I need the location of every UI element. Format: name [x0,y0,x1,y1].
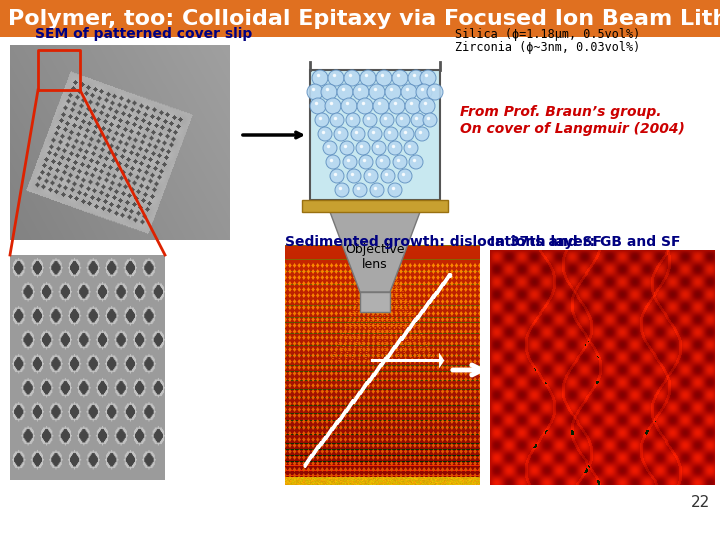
Circle shape [335,183,349,197]
Circle shape [340,141,354,155]
Circle shape [369,84,385,100]
Circle shape [420,70,436,86]
Circle shape [385,84,401,100]
Circle shape [356,141,370,155]
Circle shape [351,127,365,141]
Circle shape [364,169,378,183]
Circle shape [310,98,326,114]
Circle shape [343,155,357,169]
Circle shape [315,113,329,127]
Circle shape [423,113,437,127]
Circle shape [353,84,369,100]
Circle shape [330,113,344,127]
Circle shape [388,183,402,197]
Text: In 37th layer: GB and SF: In 37th layer: GB and SF [490,235,680,249]
Circle shape [388,141,402,155]
Circle shape [370,183,384,197]
Circle shape [409,155,423,169]
Circle shape [392,70,408,86]
Bar [0,0,720,37]
Circle shape [326,155,340,169]
Circle shape [389,98,405,114]
Circle shape [359,155,373,169]
Circle shape [328,70,344,86]
Circle shape [384,127,398,141]
Circle shape [323,141,337,155]
Text: On cover of Langmuir (2004): On cover of Langmuir (2004) [460,122,685,136]
Circle shape [337,84,353,100]
Circle shape [405,98,421,114]
Bar [302,200,448,212]
Circle shape [334,127,348,141]
Circle shape [380,113,394,127]
Circle shape [404,141,418,155]
Text: Zirconia (ϕ~3nm, 0.03vol%): Zirconia (ϕ~3nm, 0.03vol%) [455,41,640,54]
Circle shape [353,183,367,197]
Text: SEM of patterned cover slip: SEM of patterned cover slip [35,27,252,41]
Circle shape [368,127,382,141]
Circle shape [393,155,407,169]
Circle shape [376,70,392,86]
Text: Objective
lens: Objective lens [346,243,405,271]
Text: From Prof. Braun’s group.: From Prof. Braun’s group. [460,105,662,119]
Circle shape [344,70,360,86]
Circle shape [307,84,323,100]
Circle shape [396,113,410,127]
Circle shape [357,98,373,114]
Circle shape [408,70,424,86]
Text: Silica (ϕ=1.18μm, 0.5vol%): Silica (ϕ=1.18μm, 0.5vol%) [455,28,640,41]
Circle shape [416,84,432,100]
Circle shape [427,84,443,100]
Circle shape [341,98,357,114]
Circle shape [419,98,435,114]
Circle shape [401,84,417,100]
Circle shape [400,127,414,141]
Circle shape [321,84,337,100]
Circle shape [360,70,376,86]
Circle shape [373,98,389,114]
Circle shape [330,169,344,183]
Circle shape [363,113,377,127]
Circle shape [346,113,360,127]
Circle shape [372,141,386,155]
Circle shape [318,127,332,141]
Circle shape [325,98,341,114]
Circle shape [411,113,425,127]
Text: 22: 22 [690,495,710,510]
Circle shape [381,169,395,183]
Circle shape [376,155,390,169]
Bar [360,292,390,312]
Circle shape [415,127,429,141]
Circle shape [312,70,328,86]
Bar [310,70,440,200]
Polygon shape [330,212,420,292]
Circle shape [347,169,361,183]
Circle shape [398,169,412,183]
Text: Polymer, too: Colloidal Epitaxy via Focused Ion Beam Lithography: Polymer, too: Colloidal Epitaxy via Focu… [8,9,720,29]
Text: Sedimented growth: dislocations and SF: Sedimented growth: dislocations and SF [285,235,602,249]
